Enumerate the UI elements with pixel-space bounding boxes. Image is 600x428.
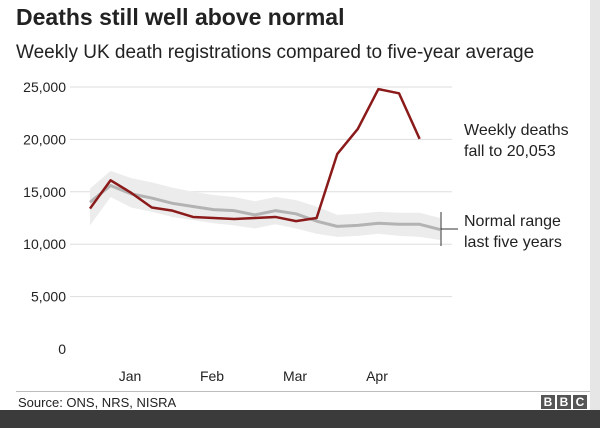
y-tick-label: 15,000 bbox=[23, 184, 66, 200]
bbc-logo: B B C bbox=[541, 395, 587, 409]
source-note: Source: ONS, NRS, NISRA bbox=[18, 395, 177, 410]
y-tick-label: 0 bbox=[58, 341, 66, 357]
weekly-deaths-label-line2: fall to 20,053 bbox=[464, 143, 556, 160]
logo-letter: B bbox=[557, 395, 571, 409]
logo-letter: B bbox=[541, 395, 555, 409]
weekly-deaths-label-line1: Weekly deaths bbox=[464, 122, 569, 139]
y-tick-label: 5,000 bbox=[31, 289, 66, 305]
x-tick-label: Apr bbox=[366, 368, 388, 384]
x-tick-label: Mar bbox=[283, 368, 307, 384]
chart-title: Deaths still well above normal bbox=[16, 4, 345, 30]
chart-subtitle: Weekly UK death registrations compared t… bbox=[16, 42, 535, 63]
footer-divider bbox=[16, 391, 590, 392]
normal-range-label-line1: Normal range bbox=[464, 213, 561, 230]
bottom-strip bbox=[0, 410, 600, 428]
x-tick-label: Feb bbox=[200, 368, 224, 384]
y-tick-label: 20,000 bbox=[23, 131, 66, 147]
window-edge bbox=[590, 0, 600, 428]
x-tick-label: Jan bbox=[119, 368, 142, 384]
y-tick-label: 10,000 bbox=[23, 236, 66, 252]
logo-letter: C bbox=[573, 395, 587, 409]
y-tick-label: 25,000 bbox=[23, 79, 66, 95]
normal-range-band bbox=[90, 170, 441, 241]
five-year-average-line bbox=[89, 184, 441, 231]
normal-range-label-line2: last five years bbox=[464, 234, 562, 251]
